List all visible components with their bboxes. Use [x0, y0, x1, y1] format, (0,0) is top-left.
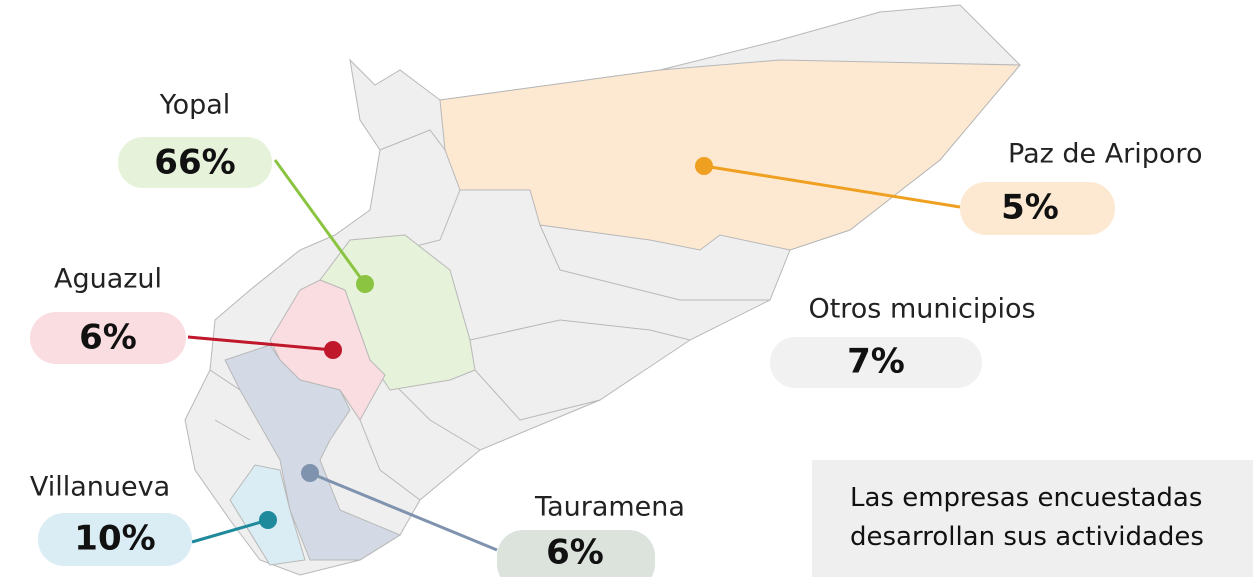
borders [209, 129, 770, 501]
region-name: Yopal [159, 90, 231, 121]
region-paz-de-ariporo [439, 59, 1022, 251]
pill [118, 137, 272, 188]
region-tauramena [224, 344, 402, 561]
note-box: Las empresas encuestadas desarrollan sus… [812, 460, 1253, 577]
note-line: Las empresas encuestadas [850, 483, 1202, 513]
region-name: Otros municipios [808, 294, 1035, 325]
leader-line [273, 159, 367, 285]
marker [695, 157, 713, 175]
region-percent: 6% [79, 318, 137, 358]
leader-line [191, 518, 269, 544]
leader-line [187, 335, 334, 352]
region-percent: 6% [546, 533, 604, 573]
region-percent: 7% [847, 342, 905, 382]
pill [30, 312, 186, 364]
marker [301, 464, 319, 482]
pill [38, 513, 192, 566]
map [184, 4, 1022, 576]
callouts: Yopal 66% Aguazul 6% Paz de Ariporo 5% O… [30, 90, 1202, 577]
marker [356, 275, 374, 293]
region-percent: 10% [74, 519, 155, 559]
note-background [812, 460, 1253, 577]
region-percent: 5% [1001, 188, 1059, 228]
region-name: Paz de Ariporo [1008, 139, 1202, 170]
region-percent: 66% [154, 143, 235, 183]
marker [324, 341, 342, 359]
pill [960, 182, 1115, 235]
pill [497, 530, 655, 577]
region-name: Tauramena [534, 492, 685, 523]
marker [259, 511, 277, 529]
note-line: desarrollan sus actividades [850, 522, 1204, 552]
region-name: Aguazul [54, 264, 162, 295]
pill [770, 337, 982, 388]
region-name: Villanueva [30, 472, 170, 503]
leader-line [703, 164, 961, 209]
leaders [187, 157, 961, 552]
leader-line [309, 471, 498, 552]
